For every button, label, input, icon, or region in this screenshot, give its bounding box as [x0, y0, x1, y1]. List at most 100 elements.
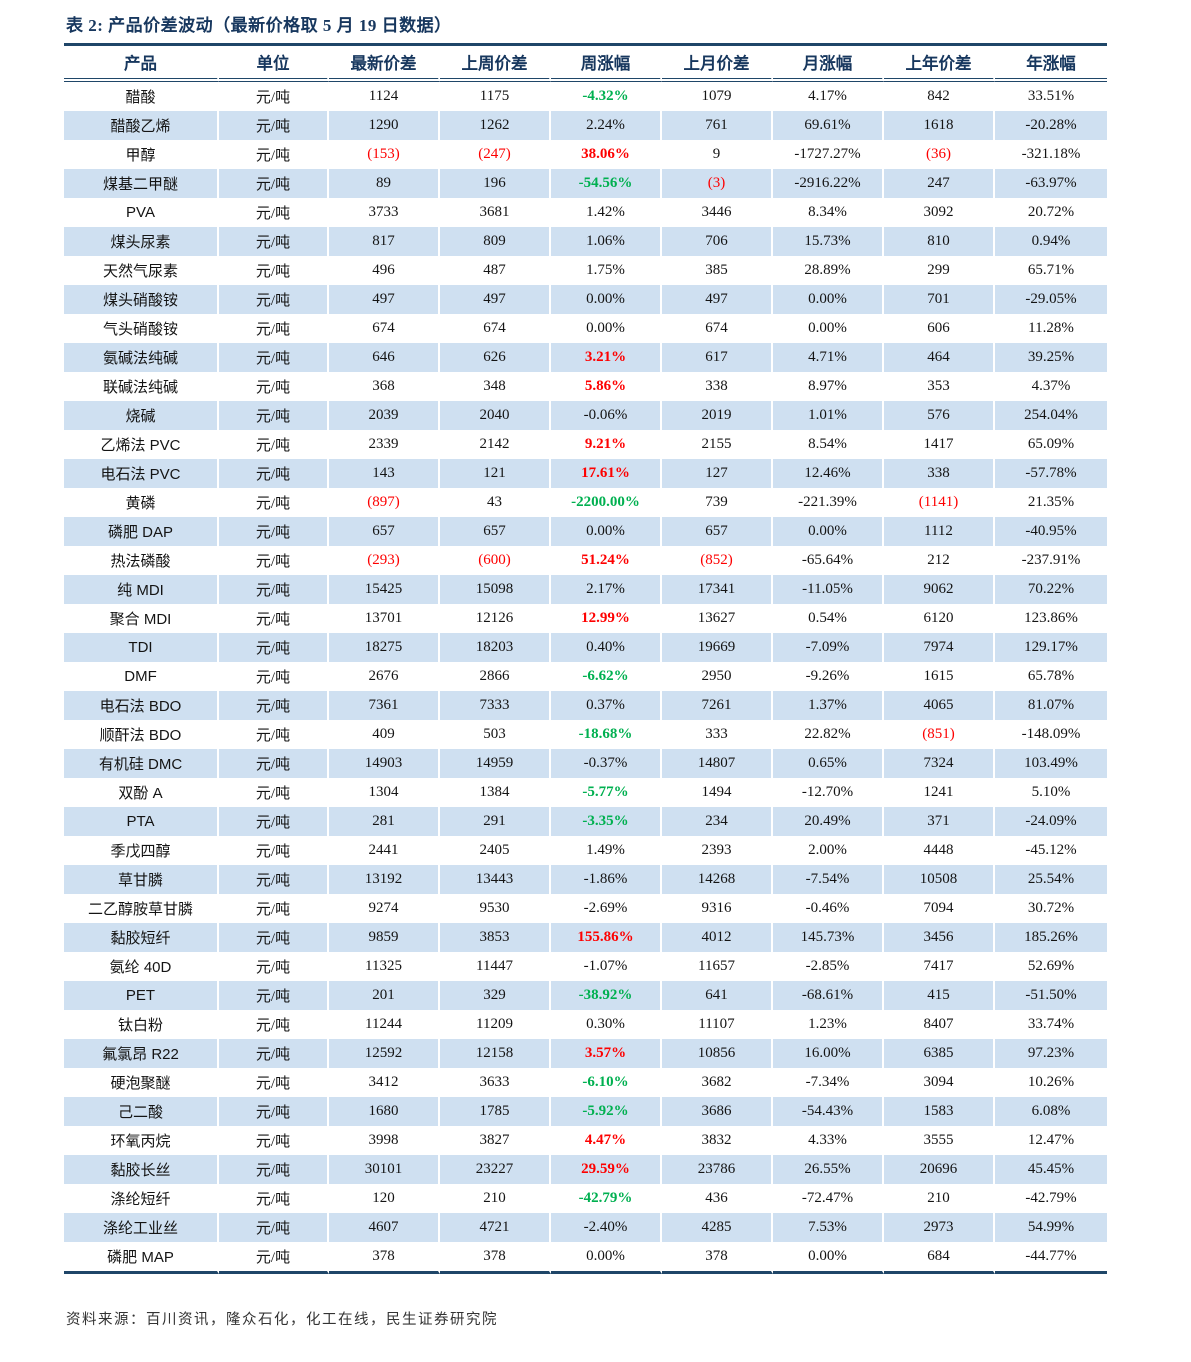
last-year-spread: (36)	[884, 140, 995, 169]
month-change: -7.34%	[773, 1068, 884, 1097]
table-row: 季戊四醇 元/吨 2441 2405 1.49% 2393 2.00% 4448 -45.12%	[64, 836, 1107, 865]
table-row: 磷肥 MAP 元/吨 378 378 0.00% 378 0.00% 684 -44.77%	[64, 1242, 1107, 1274]
table-row: 涤纶短纤 元/吨 120 210 -42.79% 436 -72.47% 210 -42.79%	[64, 1184, 1107, 1213]
last-year-spread: 6120	[884, 604, 995, 633]
unit: 元/吨	[219, 923, 329, 952]
last-week-spread: 4721	[440, 1213, 551, 1242]
unit: 元/吨	[219, 546, 329, 575]
last-week-spread: 1175	[440, 82, 551, 111]
week-change: -1.07%	[551, 952, 662, 981]
year-change: -44.77%	[995, 1242, 1107, 1274]
last-month-spread: 14268	[662, 865, 773, 894]
last-week-spread: 12126	[440, 604, 551, 633]
year-change: 12.47%	[1027, 1132, 1075, 1148]
last-month-spread: 739	[662, 488, 773, 517]
month-change: 20.49%	[773, 807, 884, 836]
last-year-spread: 338	[884, 459, 995, 488]
week-change: 0.00%	[551, 285, 662, 314]
year-change: 11.28%	[1028, 320, 1074, 336]
month-change: -54.43%	[773, 1097, 884, 1126]
latest-spread: (153)	[329, 140, 440, 169]
unit: 元/吨	[219, 691, 329, 720]
table-row: 黏胶长丝 元/吨 30101 23227 29.59% 23786 26.55% 20696 4…	[64, 1155, 1107, 1184]
year-change: 6.08%	[995, 1097, 1107, 1126]
last-month-spread: 11107	[662, 1010, 773, 1039]
unit: 元/吨	[219, 749, 329, 778]
week-change: 0.00%	[551, 314, 662, 343]
last-month-spread: (3)	[662, 169, 773, 198]
latest-spread: 120	[329, 1184, 440, 1213]
last-week-spread: 11447	[440, 952, 551, 981]
latest-spread: 143	[329, 459, 440, 488]
latest-spread: 1304	[329, 778, 440, 807]
last-year-spread: 2973	[884, 1213, 995, 1242]
table-row: 有机硅 DMC 元/吨 14903 14959 -0.37% 14807 0.65% 7324…	[64, 749, 1107, 778]
week-change: -54.56%	[551, 169, 662, 198]
product-name: 顺酐法 BDO	[64, 720, 219, 749]
table-row: 涤纶工业丝 元/吨 4607 4721 -2.40% 4285 7.53% 2973 54.99…	[64, 1213, 1107, 1242]
table-row: 氨碱法纯碱 元/吨 646 626 3.21% 617 4.71% 464 39.25%	[64, 343, 1107, 372]
week-change: 12.99%	[551, 604, 662, 633]
week-change: -3.35%	[551, 807, 662, 836]
last-week-spread: 1262	[440, 111, 551, 140]
product-name: 烧碱	[64, 401, 219, 430]
year-change: 65.78%	[1027, 668, 1075, 684]
week-change: 29.59%	[551, 1155, 662, 1184]
last-week-spread: 503	[440, 720, 551, 749]
last-week-spread: 2040	[440, 401, 551, 430]
year-change: -51.50%	[995, 981, 1107, 1010]
last-month-spread: 2950	[662, 662, 773, 691]
month-change: -7.54%	[773, 865, 884, 894]
product-name: PTA	[64, 807, 219, 836]
latest-spread: 30101	[329, 1155, 440, 1184]
latest-spread: 496	[329, 256, 440, 285]
product-name: 黄磷	[64, 488, 219, 517]
column-header-3: 上周价差	[440, 46, 551, 82]
unit: 元/吨	[219, 807, 329, 836]
month-change: 8.54%	[773, 430, 884, 459]
table-row: 醋酸乙烯 元/吨 1290 1262 2.24% 761 69.61% 1618 -20.28%	[64, 111, 1107, 140]
latest-spread: 2676	[329, 662, 440, 691]
product-name: 涤纶工业丝	[64, 1213, 219, 1242]
week-change: -2.69%	[551, 894, 662, 923]
month-change: 22.82%	[773, 720, 884, 749]
table-row: 黏胶短纤 元/吨 9859 3853 155.86% 4012 145.73% 3456 185…	[64, 923, 1107, 952]
product-name: 黏胶短纤	[64, 923, 219, 952]
month-change: -7.09%	[773, 633, 884, 662]
last-month-spread: 9316	[662, 894, 773, 923]
product-name: 煤头尿素	[64, 227, 219, 256]
month-change: -0.46%	[773, 894, 884, 923]
product-name: 氨碱法纯碱	[64, 343, 219, 372]
last-year-spread: 7417	[884, 952, 995, 981]
latest-spread: 11244	[329, 1010, 440, 1039]
table-row: 电石法 PVC 元/吨 143 121 17.61% 127 12.46% 338 -57.78…	[64, 459, 1107, 488]
last-month-spread: 2155	[662, 430, 773, 459]
product-name: 季戊四醇	[64, 836, 219, 865]
product-name: 热法磷酸	[64, 546, 219, 575]
last-week-spread: 11209	[440, 1010, 551, 1039]
last-week-spread: 14959	[440, 749, 551, 778]
unit: 元/吨	[219, 778, 329, 807]
table-row: TDI 元/吨 18275 18203 0.40% 19669 -7.09% 7974 129.…	[64, 633, 1107, 662]
last-month-spread: 761	[662, 111, 773, 140]
last-month-spread: 1494	[662, 778, 773, 807]
table-header: 产品 单位 最新价差 上周价差 周涨幅 上月价差 月涨幅 上年价差 年涨幅	[64, 46, 1107, 82]
latest-spread: 657	[329, 517, 440, 546]
year-change: 103.49%	[995, 749, 1107, 778]
week-change: -6.62%	[551, 662, 662, 691]
table-row: 纯 MDI 元/吨 15425 15098 2.17% 17341 -11.05% 9062 7…	[64, 575, 1107, 604]
last-week-spread: 2405	[440, 836, 551, 865]
week-change: -1.86%	[551, 865, 662, 894]
table-row: 煤头硝酸铵 元/吨 497 497 0.00% 497 0.00% 701 -29.05%	[64, 285, 1107, 314]
product-name: DMF	[64, 662, 219, 691]
last-year-spread: (1141)	[884, 488, 995, 517]
latest-spread: 89	[329, 169, 440, 198]
month-change: 1.37%	[773, 691, 884, 720]
latest-spread: 3733	[329, 198, 440, 227]
last-month-spread: 13627	[662, 604, 773, 633]
year-change: 33.74%	[1027, 1016, 1075, 1032]
latest-spread: 15425	[329, 575, 440, 604]
product-name: 聚合 MDI	[64, 604, 219, 633]
table-row: 双酚 A 元/吨 1304 1384 -5.77% 1494 -12.70% 1241 5.10…	[64, 778, 1107, 807]
product-name: 双酚 A	[64, 778, 219, 807]
